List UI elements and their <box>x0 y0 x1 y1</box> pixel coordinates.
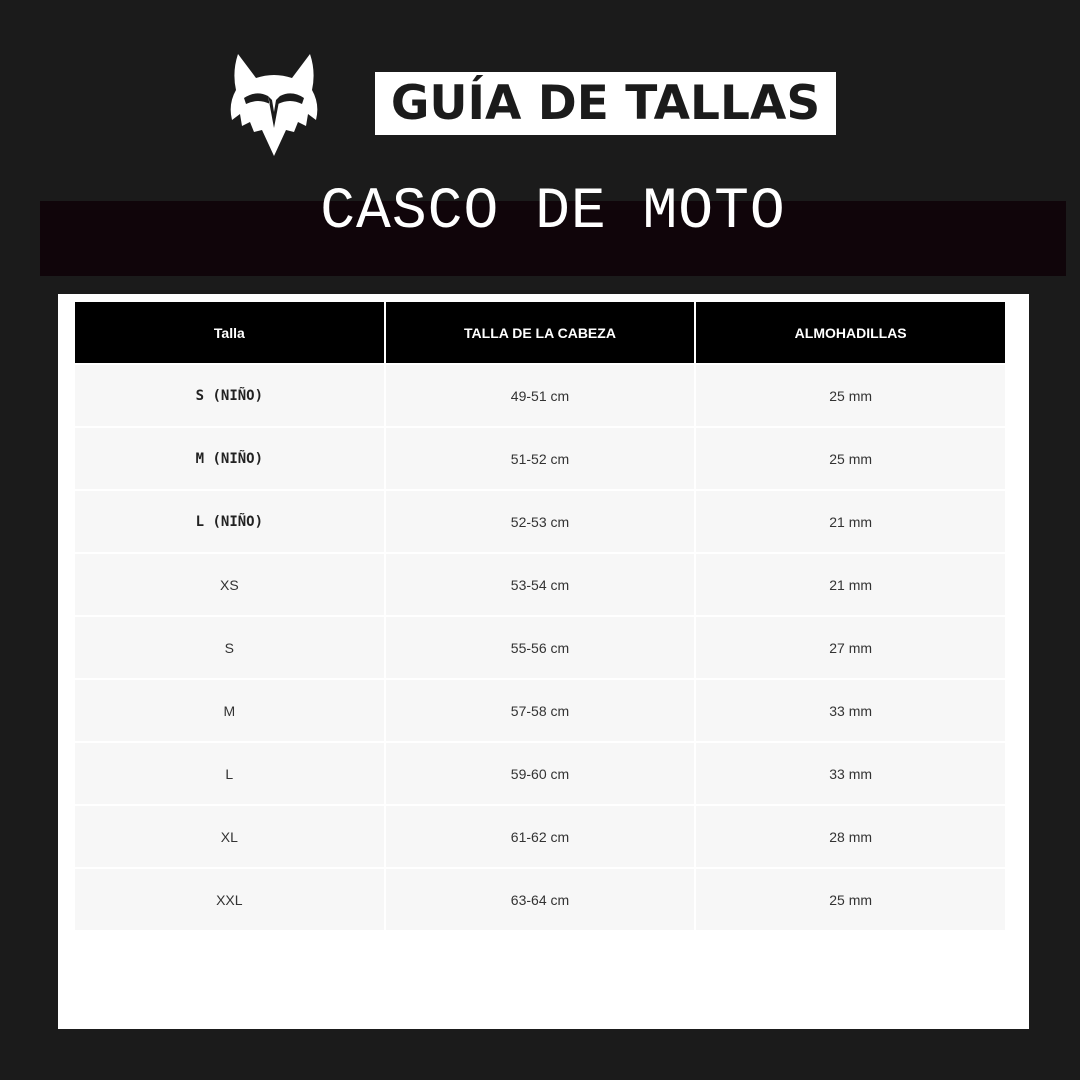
table-row: XXL 63-64 cm 25 mm <box>75 869 1005 930</box>
pads-cell: 25 mm <box>696 428 1005 489</box>
column-header-talla: Talla <box>75 302 384 363</box>
table-row: M 57-58 cm 33 mm <box>75 680 1005 741</box>
column-header-pads: ALMOHADILLAS <box>696 302 1005 363</box>
pads-cell: 25 mm <box>696 869 1005 930</box>
table-row: XL 61-62 cm 28 mm <box>75 806 1005 867</box>
size-cell: S (NIÑO) <box>75 365 384 426</box>
size-table: Talla TALLA DE LA CABEZA ALMOHADILLAS S … <box>73 300 1007 932</box>
head-size-cell: 61-62 cm <box>385 806 695 867</box>
head-size-cell: 51-52 cm <box>385 428 695 489</box>
table-row: S 55-56 cm 27 mm <box>75 617 1005 678</box>
head-size-cell: 57-58 cm <box>385 680 695 741</box>
table-header-row: Talla TALLA DE LA CABEZA ALMOHADILLAS <box>75 302 1005 363</box>
size-cell: M <box>75 680 384 741</box>
table-row: S (NIÑO) 49-51 cm 25 mm <box>75 365 1005 426</box>
page-title-box: GUÍA DE TALLAS <box>375 72 836 135</box>
size-cell: L <box>75 743 384 804</box>
pads-cell: 25 mm <box>696 365 1005 426</box>
size-table-panel: Talla TALLA DE LA CABEZA ALMOHADILLAS S … <box>58 294 1029 1029</box>
head-size-cell: 59-60 cm <box>385 743 695 804</box>
pads-cell: 28 mm <box>696 806 1005 867</box>
size-cell: XXL <box>75 869 384 930</box>
head-size-cell: 63-64 cm <box>385 869 695 930</box>
page-title: GUÍA DE TALLAS <box>390 76 821 131</box>
column-header-head-size: TALLA DE LA CABEZA <box>385 302 695 363</box>
table-row: L 59-60 cm 33 mm <box>75 743 1005 804</box>
size-cell: XL <box>75 806 384 867</box>
pads-cell: 21 mm <box>696 554 1005 615</box>
size-cell: XS <box>75 554 384 615</box>
pads-cell: 33 mm <box>696 680 1005 741</box>
pads-cell: 21 mm <box>696 491 1005 552</box>
size-cell: L (NIÑO) <box>75 491 384 552</box>
subtitle: CASCO DE MOTO <box>320 180 786 245</box>
head-size-cell: 53-54 cm <box>385 554 695 615</box>
head-size-cell: 55-56 cm <box>385 617 695 678</box>
head-size-cell: 49-51 cm <box>385 365 695 426</box>
table-row: XS 53-54 cm 21 mm <box>75 554 1005 615</box>
table-row: L (NIÑO) 52-53 cm 21 mm <box>75 491 1005 552</box>
pads-cell: 33 mm <box>696 743 1005 804</box>
head-size-cell: 52-53 cm <box>385 491 695 552</box>
subtitle-band <box>40 201 1066 276</box>
fox-head-icon <box>230 54 318 156</box>
size-cell: S <box>75 617 384 678</box>
pads-cell: 27 mm <box>696 617 1005 678</box>
table-row: M (NIÑO) 51-52 cm 25 mm <box>75 428 1005 489</box>
size-cell: M (NIÑO) <box>75 428 384 489</box>
